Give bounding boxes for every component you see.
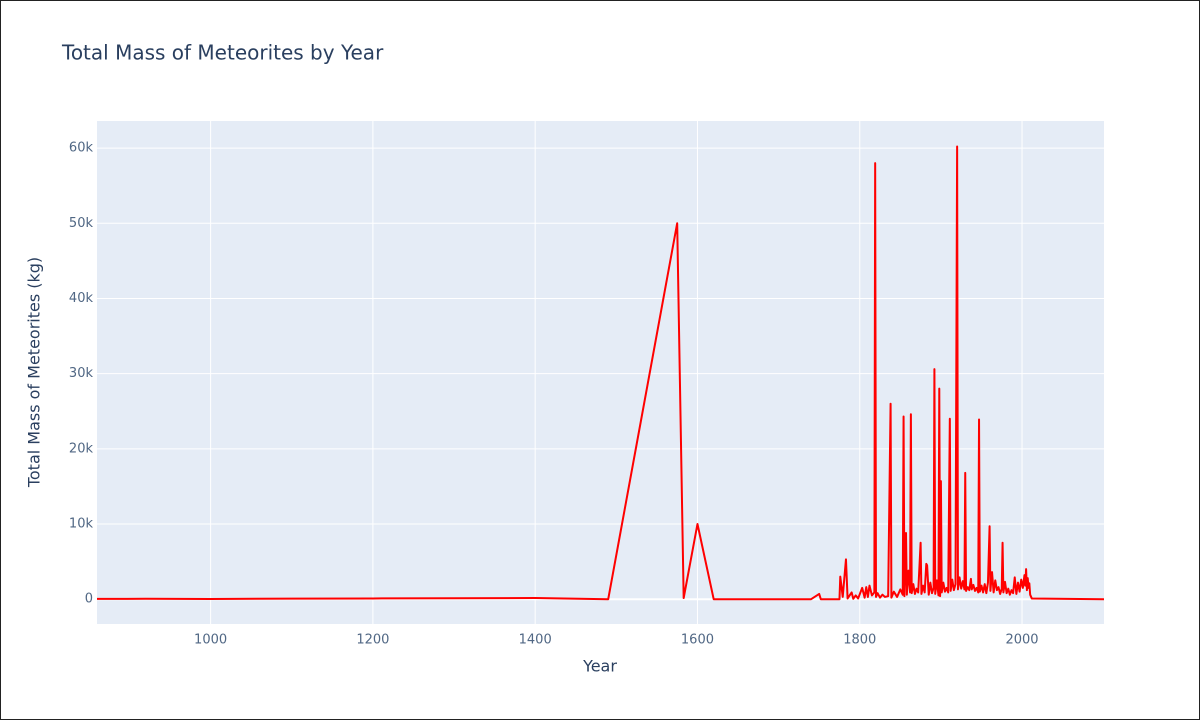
line-series [96,145,1105,601]
x-tick-label: 2000 [1005,633,1038,648]
y-tick-label: 40k [69,291,94,306]
y-tick-label: 30k [69,366,94,381]
x-tick-label: 1000 [194,633,227,648]
x-tick-label: 1800 [843,633,876,648]
y-tick-label: 60k [69,141,94,156]
y-tick-label: 20k [69,441,94,456]
x-axis-title: Year [582,657,617,676]
x-tick-label: 1600 [681,633,714,648]
x-tick-label: 1200 [356,633,389,648]
plot-area [97,121,1104,624]
chart-title: Total Mass of Meteorites by Year [61,41,384,65]
x-tick-label: 1400 [519,633,552,648]
y-tick-label: 0 [85,592,93,607]
y-tick-label: 50k [69,216,94,231]
y-tick-label: 10k [69,517,94,532]
y-axis-title: Total Mass of Meteorites (kg) [25,257,44,488]
